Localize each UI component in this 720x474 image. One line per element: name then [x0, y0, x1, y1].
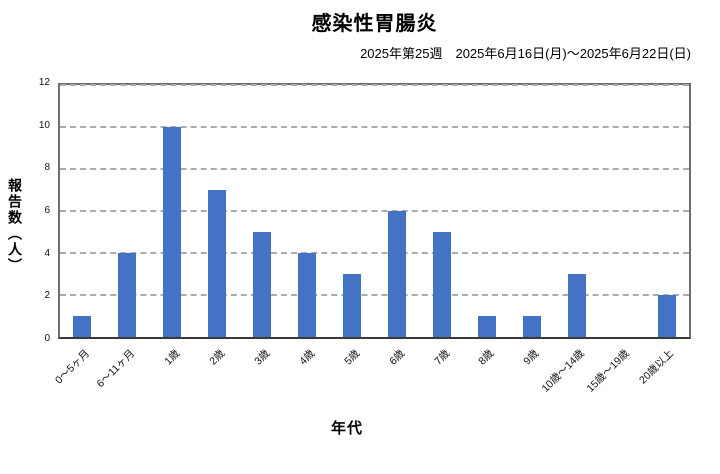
y-tick-label: 4: [44, 247, 50, 259]
y-tick-label: 8: [44, 162, 50, 174]
gridline: [60, 126, 689, 128]
bar: [657, 295, 676, 337]
bar: [432, 232, 451, 337]
chart-subtitle: 2025年第25週 2025年6月16日(月)～2025年6月22日(日): [360, 46, 691, 61]
bar: [253, 232, 272, 337]
x-tick-label: 2歳: [207, 347, 228, 368]
x-tick-label: 20歳以上: [637, 347, 677, 387]
bar: [522, 316, 541, 337]
y-tick-label: 2: [44, 290, 50, 302]
x-tick-label: 1歳: [162, 347, 183, 368]
bar: [343, 274, 362, 337]
bar: [163, 127, 182, 337]
x-tick-label: 10歳～14歳: [539, 347, 587, 395]
chart-title: 感染性胃腸炎: [311, 13, 438, 35]
x-tick-label: 6～11ヶ月: [94, 347, 138, 391]
bar: [208, 190, 227, 337]
y-tick-label: 12: [38, 77, 50, 88]
x-tick-label: 6歳: [386, 347, 407, 368]
plot-area: [58, 83, 691, 339]
bar: [298, 253, 317, 337]
y-axis-title: 報告数（人）: [7, 178, 23, 274]
x-tick-label: 3歳: [252, 347, 273, 368]
bar: [477, 316, 496, 337]
gridline: [60, 168, 689, 170]
gridline: [60, 84, 689, 86]
x-tick-label: 7歳: [431, 347, 452, 368]
x-tick-label: 5歳: [341, 347, 362, 368]
x-tick-label: 15歳～19歳: [584, 347, 632, 395]
x-tick-label: 9歳: [521, 347, 542, 368]
y-tick-label: 6: [44, 205, 50, 216]
x-tick-label: 8歳: [476, 347, 497, 368]
gridline: [60, 252, 689, 254]
y-tick-label: 10: [38, 119, 50, 131]
x-axis-title: 年代: [330, 420, 363, 437]
gridline: [60, 294, 689, 296]
bar: [387, 211, 406, 337]
y-tick-label: 0: [44, 333, 50, 344]
bar: [73, 316, 92, 337]
gridline: [60, 210, 689, 212]
x-tick-label: 0～5ヶ月: [53, 347, 93, 387]
x-tick-label: 4歳: [296, 347, 318, 368]
bar: [118, 253, 137, 337]
bar: [567, 274, 586, 337]
